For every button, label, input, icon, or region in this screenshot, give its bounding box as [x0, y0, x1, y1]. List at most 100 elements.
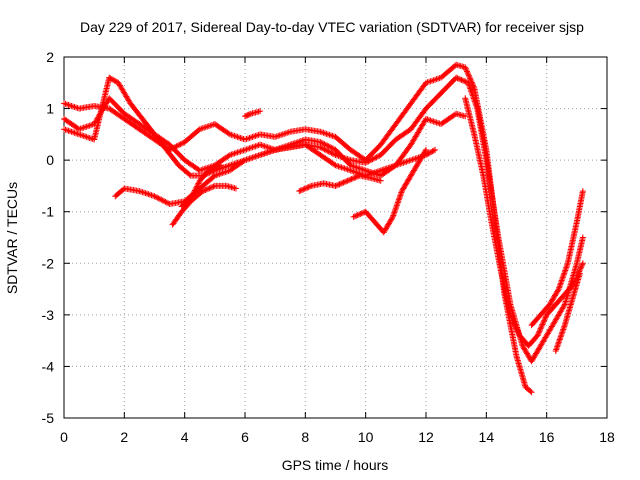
data-point [514, 326, 521, 333]
data-point [558, 332, 565, 339]
data-point [207, 166, 214, 173]
data-point [472, 99, 479, 106]
data-point [257, 108, 264, 115]
data-point [515, 329, 522, 336]
data-point [393, 203, 400, 210]
data-point [216, 162, 223, 169]
data-point [537, 325, 544, 332]
data-point [472, 101, 479, 108]
data-point [211, 165, 218, 172]
data-point [339, 180, 346, 187]
data-point [537, 326, 544, 333]
data-point [201, 187, 208, 194]
data-point [372, 154, 379, 161]
data-point [423, 146, 429, 153]
data-point [558, 277, 565, 284]
data-point [162, 198, 169, 205]
data-point [322, 147, 329, 154]
data-point [189, 193, 196, 200]
data-point [178, 140, 185, 147]
data-point [351, 213, 358, 220]
data-point [513, 325, 520, 332]
data-series [61, 61, 586, 396]
data-point [354, 212, 361, 219]
data-point [353, 212, 360, 219]
data-point [559, 327, 566, 334]
data-point [340, 179, 347, 186]
x-tick-label: 4 [181, 429, 189, 445]
data-point [305, 184, 312, 191]
data-point [560, 273, 567, 280]
data-point [579, 234, 586, 241]
data-point [564, 261, 571, 268]
series-track-i [462, 95, 586, 349]
data-point [364, 159, 371, 166]
data-point [327, 149, 334, 156]
data-point [194, 181, 201, 188]
data-point [336, 181, 343, 188]
data-point [390, 212, 397, 219]
data-point [534, 332, 541, 339]
data-point [470, 95, 477, 102]
data-point [357, 211, 364, 218]
data-point [508, 313, 515, 320]
data-point [512, 324, 519, 331]
data-point [343, 178, 350, 185]
data-point [396, 195, 403, 202]
y-tick-label: 0 [46, 152, 54, 168]
x-tick-label: 0 [60, 429, 68, 445]
data-point [307, 183, 314, 190]
series-track-j [528, 188, 586, 329]
data-point [554, 343, 561, 350]
data-point [538, 324, 545, 331]
data-point [321, 146, 328, 153]
data-point [560, 302, 567, 309]
data-point [317, 144, 324, 151]
data-point [556, 336, 563, 343]
data-point [395, 198, 402, 205]
data-point [559, 276, 566, 283]
data-point [246, 111, 253, 118]
data-point [469, 91, 476, 98]
data-point [192, 186, 199, 193]
data-point [329, 150, 336, 157]
data-point [191, 187, 198, 194]
data-point [324, 142, 331, 149]
data-point [391, 208, 398, 215]
series-track-f [178, 162, 224, 210]
data-point [174, 142, 181, 149]
data-point [455, 75, 462, 82]
data-point [205, 167, 212, 174]
series-track-l [552, 270, 583, 354]
data-point [195, 180, 202, 187]
data-point [562, 266, 569, 273]
data-point [507, 311, 514, 318]
data-point [471, 98, 478, 105]
data-point [392, 206, 399, 213]
data-point [467, 85, 474, 92]
data-point [462, 78, 469, 85]
data-point [464, 69, 471, 76]
data-point [538, 322, 545, 329]
data-point [509, 317, 516, 324]
data-point [453, 74, 460, 81]
data-point [398, 189, 405, 196]
data-point [327, 144, 334, 151]
data-point [300, 186, 307, 193]
data-point [350, 213, 357, 220]
data-point [528, 389, 535, 396]
data-point [304, 184, 311, 191]
data-point [176, 141, 183, 148]
data-point [107, 75, 114, 82]
data-point [473, 102, 480, 109]
data-point [465, 72, 472, 79]
data-point [579, 260, 586, 267]
data-point [541, 317, 548, 324]
data-point [553, 346, 560, 353]
data-point [362, 159, 369, 166]
data-point [347, 176, 354, 183]
y-tick-label: -4 [42, 358, 55, 374]
data-point [559, 274, 566, 281]
data-point [454, 75, 461, 82]
